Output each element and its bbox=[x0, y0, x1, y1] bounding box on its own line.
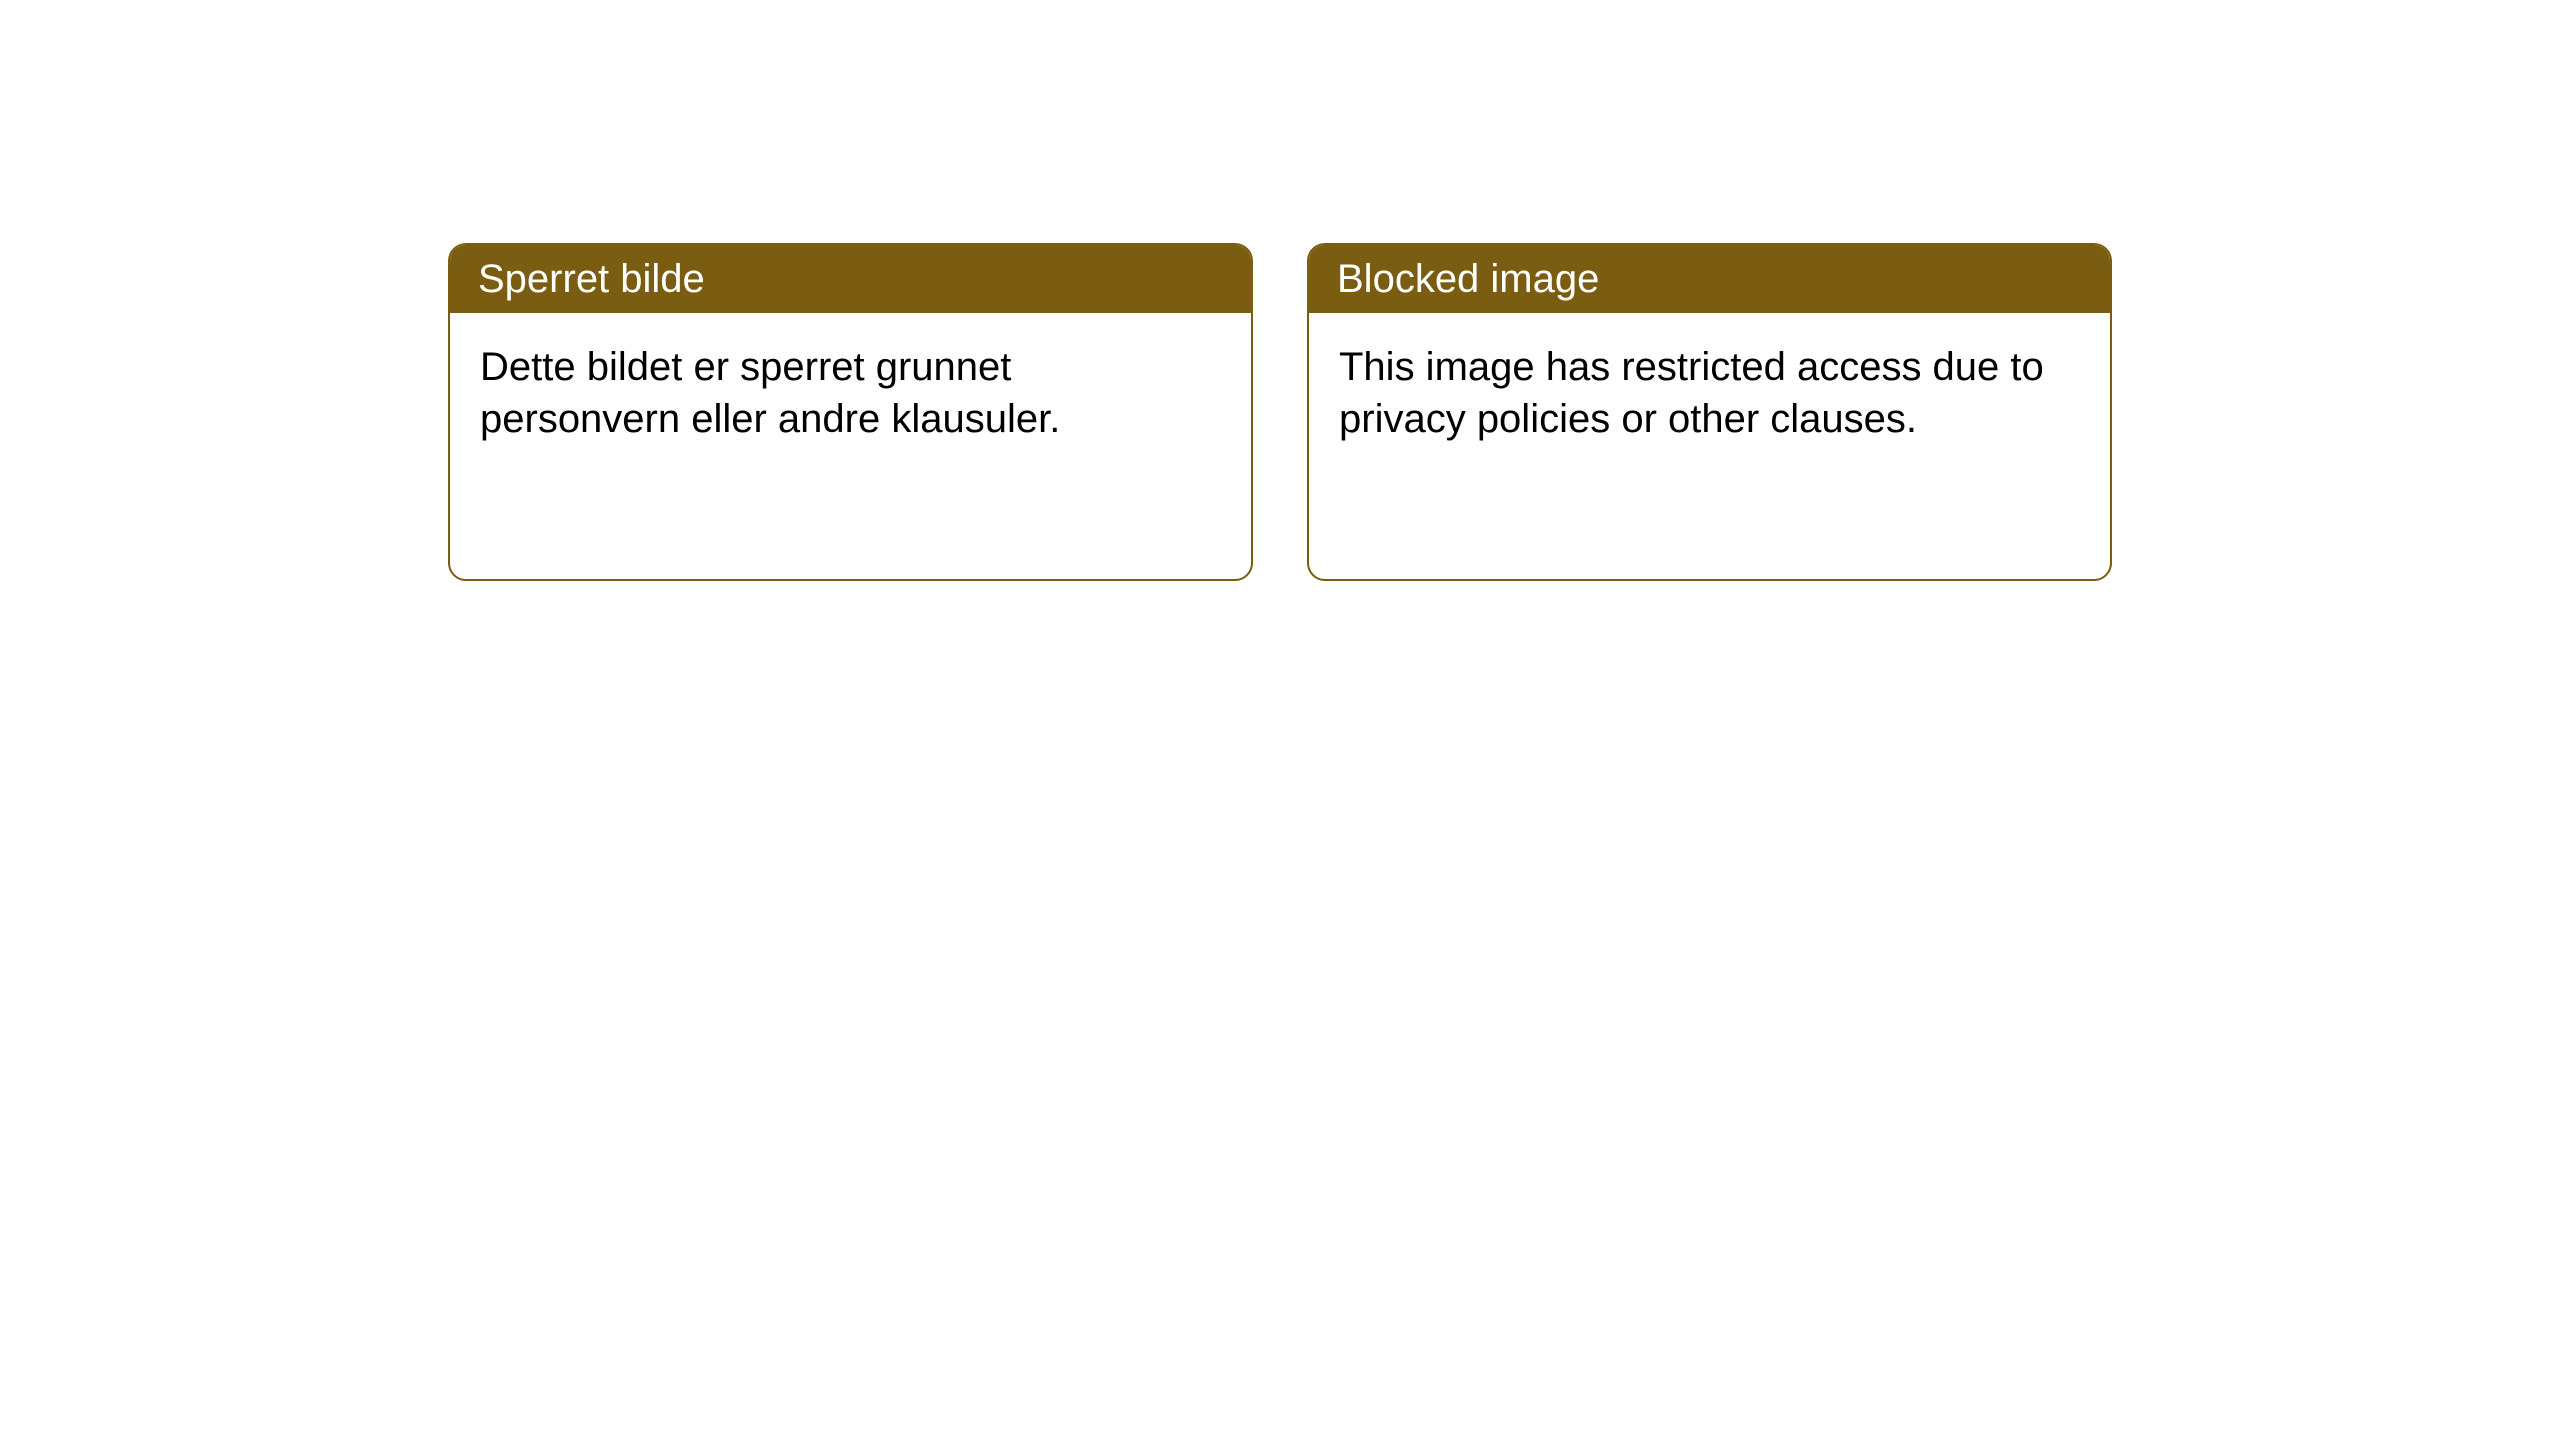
card-header: Blocked image bbox=[1309, 245, 2110, 313]
card-body: Dette bildet er sperret grunnet personve… bbox=[450, 313, 1251, 473]
notice-card-norwegian: Sperret bilde Dette bildet er sperret gr… bbox=[448, 243, 1253, 581]
card-body-text: Dette bildet er sperret grunnet personve… bbox=[480, 345, 1060, 441]
notice-container: Sperret bilde Dette bildet er sperret gr… bbox=[448, 243, 2112, 581]
card-body-text: This image has restricted access due to … bbox=[1339, 345, 2044, 441]
notice-card-english: Blocked image This image has restricted … bbox=[1307, 243, 2112, 581]
card-title: Blocked image bbox=[1337, 257, 1599, 301]
card-header: Sperret bilde bbox=[450, 245, 1251, 313]
card-title: Sperret bilde bbox=[478, 257, 705, 301]
card-body: This image has restricted access due to … bbox=[1309, 313, 2110, 473]
